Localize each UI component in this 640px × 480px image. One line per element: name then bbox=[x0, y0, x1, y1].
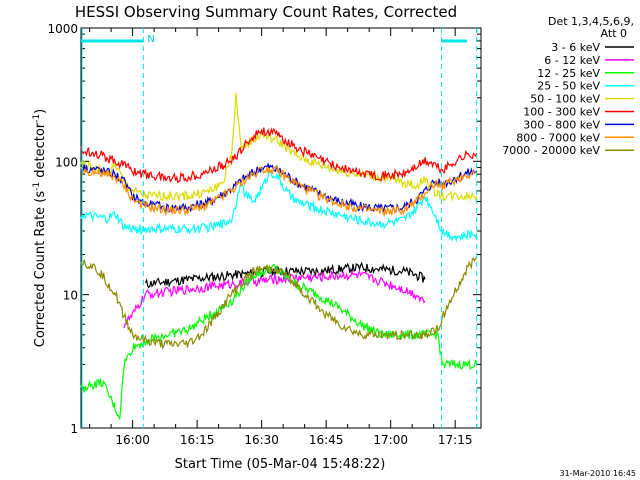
legend-label-7: 800 - 7000 keV bbox=[516, 131, 600, 144]
legend-label-5: 100 - 300 keV bbox=[523, 106, 600, 119]
plot-frame bbox=[80, 27, 482, 429]
legend-label-4: 50 - 100 keV bbox=[530, 93, 600, 106]
series-group bbox=[80, 92, 478, 420]
x-tick-label-5: 17:15 bbox=[438, 433, 473, 447]
footer-date: 31-Mar-2010 16:45 bbox=[560, 469, 637, 478]
chart-title: HESSI Observing Summary Count Rates, Cor… bbox=[75, 3, 457, 21]
y-axis-label: Corrected Count Rate (s-1 detector-1) bbox=[32, 109, 48, 347]
night-flag-label: N bbox=[147, 34, 154, 45]
series-line-0 bbox=[144, 261, 426, 289]
y-axis-label-sup2: -1 bbox=[32, 114, 42, 123]
boundary-markers: N bbox=[81, 28, 478, 428]
series-line-3 bbox=[80, 169, 478, 243]
legend-label-0: 3 - 6 keV bbox=[551, 41, 600, 54]
legend-header-line2: Att 0 bbox=[601, 27, 627, 40]
x-tick-label-1: 16:15 bbox=[180, 433, 215, 447]
legend-label-8: 7000 - 20000 keV bbox=[502, 144, 600, 157]
y-axis-label-mid: detector bbox=[33, 122, 48, 182]
axis-ticks: 16:00 16:15 16:30 16:45 17:00 17:15 1 10 100 1000 bbox=[47, 22, 481, 447]
legend-label-2: 12 - 25 keV bbox=[537, 67, 600, 80]
x-tick-label-0: 16:00 bbox=[115, 433, 150, 447]
series-line-7 bbox=[80, 165, 478, 218]
y-tick-label-1: 10 bbox=[63, 289, 78, 303]
series-line-1 bbox=[123, 269, 426, 329]
x-axis-label: Start Time (05-Mar-04 15:48:22) bbox=[175, 457, 386, 472]
x-tick-label-3: 16:45 bbox=[309, 433, 344, 447]
y-tick-label-2: 100 bbox=[55, 155, 78, 169]
x-tick-label-4: 17:00 bbox=[373, 433, 408, 447]
x-tick-label-2: 16:30 bbox=[244, 433, 279, 447]
series-line-5 bbox=[80, 127, 478, 184]
series-line-8 bbox=[80, 257, 478, 350]
legend-label-1: 6 - 12 keV bbox=[544, 54, 600, 67]
y-tick-label-0: 1 bbox=[70, 422, 78, 436]
y-axis-label-end: ) bbox=[33, 109, 48, 114]
legend-header-line1: Det 1,3,4,5,6,9, bbox=[548, 15, 634, 28]
y-axis-label-sup1: -1 bbox=[32, 182, 42, 191]
legend-label-3: 25 - 50 keV bbox=[537, 80, 600, 93]
y-tick-label-3: 1000 bbox=[47, 22, 78, 36]
y-axis-label-main: Corrected Count Rate (s bbox=[33, 191, 48, 348]
series-line-2 bbox=[80, 263, 478, 420]
legend-label-6: 300 - 800 keV bbox=[523, 118, 600, 131]
series-line-4 bbox=[80, 92, 478, 202]
